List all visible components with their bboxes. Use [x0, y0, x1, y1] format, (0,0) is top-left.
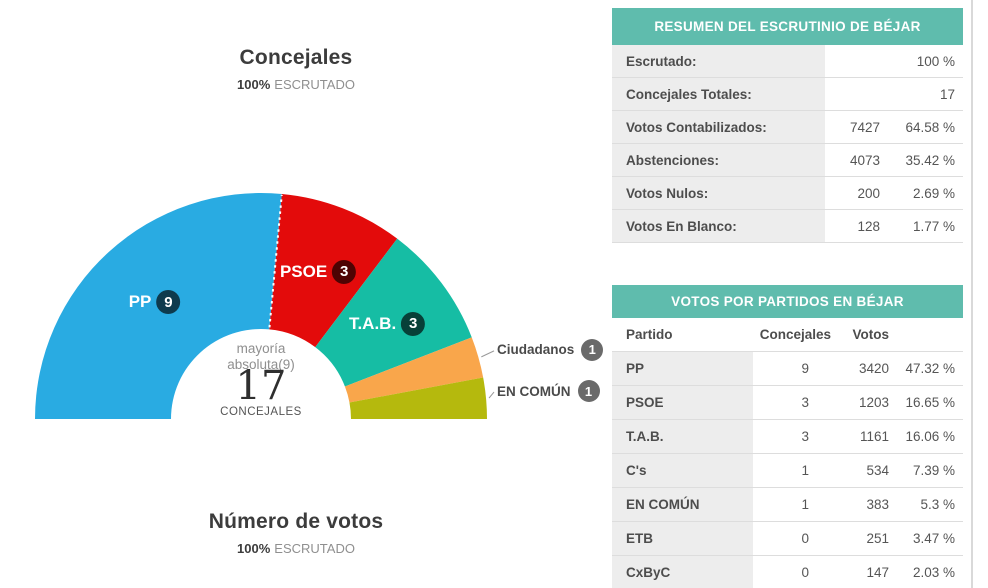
- party-votes: 1203: [858, 395, 889, 410]
- summary-row-value: 200: [857, 185, 880, 201]
- escrutado-pct: 100%: [237, 77, 271, 92]
- summary-row-pct: 100 %: [916, 53, 955, 69]
- summary-row: Votos Contabilizados: 7427 64.58 %: [612, 111, 963, 144]
- escrutado-label: ESCRUTADO: [274, 77, 355, 92]
- summary-row-pct: 35.42 %: [905, 152, 955, 168]
- summary-row-pct: 64.58 %: [905, 119, 955, 135]
- concejales-header: Concejales 100% ESCRUTADO: [0, 46, 592, 92]
- party-pct: 16.65 %: [905, 395, 955, 410]
- party-pct: 7.39 %: [912, 463, 955, 478]
- party-votes: 147: [866, 565, 889, 580]
- party-row: PP 9 3420 47.32 %: [612, 352, 963, 386]
- summary-row-value: 7427: [849, 119, 880, 135]
- slice-tab[interactable]: [315, 238, 472, 387]
- party-votes: 534: [866, 463, 889, 478]
- leader-line-en-comun: [488, 391, 495, 399]
- party-pct: 2.03 %: [912, 565, 955, 580]
- party-seats: 0: [801, 531, 809, 546]
- party-row: C's 1 534 7.39 %: [612, 454, 963, 488]
- column-concejales: Concejales: [759, 327, 831, 342]
- concejales-escrutado: 100% ESCRUTADO: [0, 77, 592, 92]
- votes-escrutado-pct: 100%: [237, 541, 271, 556]
- party-votes: 383: [866, 497, 889, 512]
- summary-row-label: Escrutado:: [612, 45, 825, 77]
- summary-row-value: 128: [857, 218, 880, 234]
- summary-row-label: Votos En Blanco:: [612, 210, 825, 242]
- party-votes: 1161: [859, 429, 889, 444]
- slice-pp[interactable]: [35, 192, 282, 419]
- party-votes: 3420: [858, 361, 889, 376]
- summary-row-label: Votos Contabilizados:: [612, 111, 825, 143]
- party-pct: 5.3 %: [920, 497, 955, 512]
- column-votos: Votos: [852, 327, 890, 342]
- summary-row: Abstenciones: 4073 35.42 %: [612, 144, 963, 177]
- column-pct: [893, 318, 963, 351]
- summary-row-label: Votos Nulos:: [612, 177, 825, 209]
- party-name: PP: [612, 352, 753, 385]
- summary-row: Votos En Blanco: 128 1.77 %: [612, 210, 963, 243]
- donut-chart: [35, 192, 495, 419]
- summary-row-label: Abstenciones:: [612, 144, 825, 176]
- leader-line-ciudadanos: [481, 350, 495, 358]
- column-partido: Partido: [626, 327, 673, 342]
- parties-table-body: PP 9 3420 47.32 % PSOE 3 1203 16.65 % T.A.B. 3 116…: [612, 352, 963, 588]
- party-pct: 47.32 %: [905, 361, 955, 376]
- party-row: ETB 0 251 3.47 %: [612, 522, 963, 556]
- summary-row: Concejales Totales: 17: [612, 78, 963, 111]
- party-seats: 1: [801, 497, 809, 512]
- summary-row-pct: 2.69 %: [912, 185, 955, 201]
- party-name: PSOE: [612, 386, 753, 419]
- majority-line: [268, 194, 283, 328]
- summary-row-pct: 17: [939, 86, 955, 102]
- parties-table: VOTOS POR PARTIDOS EN BÉJAR Partido Conc…: [612, 285, 963, 588]
- slice-ciudadanos[interactable]: [344, 337, 484, 403]
- votes-header: Número de votos 100% ESCRUTADO: [0, 510, 592, 556]
- votes-title: Número de votos: [208, 510, 384, 533]
- party-seats: 9: [801, 361, 809, 376]
- party-pct: 16.06 %: [905, 429, 955, 444]
- party-name: T.A.B.: [612, 420, 753, 453]
- summary-row-value: [825, 45, 880, 77]
- parties-table-title: VOTOS POR PARTIDOS EN BÉJAR: [612, 285, 963, 318]
- party-row: CxByC 0 147 2.03 %: [612, 556, 963, 588]
- party-name: EN COMÚN: [612, 488, 753, 521]
- summary-row: Escrutado: 100 %: [612, 45, 963, 78]
- party-row: T.A.B. 3 1161 16.06 %: [612, 420, 963, 454]
- party-seats: 3: [801, 429, 809, 444]
- summary-table-body: Escrutado: 100 % Concejales Totales: 17 Voto…: [612, 45, 963, 243]
- party-seats: 1: [801, 463, 809, 478]
- party-pct: 3.47 %: [912, 531, 955, 546]
- concejales-title: Concejales: [239, 46, 353, 69]
- right-column: RESUMEN DEL ESCRUTINIO DE BÉJAR Escrutad…: [612, 0, 963, 588]
- party-seats: 0: [801, 565, 809, 580]
- votes-escrutado: 100% ESCRUTADO: [0, 541, 592, 556]
- slice-en-comun[interactable]: [349, 377, 487, 419]
- summary-row-label: Concejales Totales:: [612, 78, 825, 110]
- party-name: CxByC: [612, 556, 753, 588]
- votes-escrutado-label: ESCRUTADO: [274, 541, 355, 556]
- summary-row-pct: 1.77 %: [912, 218, 955, 234]
- party-name: ETB: [612, 522, 753, 555]
- summary-table-title: RESUMEN DEL ESCRUTINIO DE BÉJAR: [612, 8, 963, 45]
- parties-column-header: Partido Concejales Votos: [612, 318, 963, 352]
- summary-row: Votos Nulos: 200 2.69 %: [612, 177, 963, 210]
- party-seats: 3: [801, 395, 809, 410]
- party-votes: 251: [866, 531, 889, 546]
- left-column: Concejales 100% ESCRUTADO mayoría absolut…: [0, 46, 604, 556]
- summary-row-value: [825, 78, 880, 110]
- party-row: PSOE 3 1203 16.65 %: [612, 386, 963, 420]
- party-row: EN COMÚN 1 383 5.3 %: [612, 488, 963, 522]
- page-divider: [971, 0, 973, 588]
- summary-row-value: 4073: [849, 152, 880, 168]
- party-name: C's: [612, 454, 753, 487]
- summary-table: RESUMEN DEL ESCRUTINIO DE BÉJAR Escrutad…: [612, 8, 963, 243]
